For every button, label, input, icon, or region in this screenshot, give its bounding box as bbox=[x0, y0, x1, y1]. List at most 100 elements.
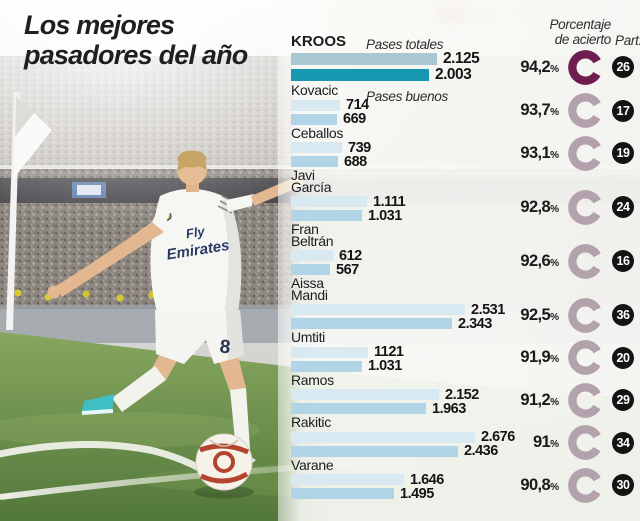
player-row: Fran Beltrán 612 567 92,6% 16 bbox=[291, 221, 640, 279]
bar-pases-totales bbox=[291, 474, 404, 485]
percent-sign: % bbox=[550, 396, 559, 408]
player-name: Rakitic bbox=[291, 414, 331, 430]
accuracy-percent: 92,5% bbox=[520, 305, 559, 324]
value-pases-buenos: 567 bbox=[336, 261, 359, 278]
matches-badge: 29 bbox=[612, 389, 634, 411]
player-name: Kovacic bbox=[291, 82, 338, 98]
player-name: Aissa Mandi bbox=[291, 275, 328, 303]
percent-sign: % bbox=[550, 203, 559, 215]
accuracy-percent: 90,8% bbox=[520, 475, 559, 494]
value-pases-totales: 2.152 bbox=[445, 386, 479, 403]
value-pases-totales: 1.111 bbox=[373, 193, 406, 210]
value-pases-totales: 2.531 bbox=[471, 301, 505, 318]
page-title: Los mejores pasadores del año bbox=[24, 10, 248, 70]
value-pases-totales: 2.676 bbox=[481, 429, 515, 445]
player-row: KROOS 2.125 2.003 94,2% 26 bbox=[291, 34, 640, 85]
bar-pases-buenos bbox=[291, 210, 362, 221]
accuracy-ring-icon bbox=[568, 135, 603, 171]
value-pases-buenos: 1.031 bbox=[368, 207, 402, 224]
player-row: Ramos 2.152 1.963 91,2% 29 bbox=[291, 371, 640, 418]
football bbox=[195, 433, 253, 491]
matches-badge: 36 bbox=[612, 304, 634, 326]
value-pases-buenos: 669 bbox=[343, 111, 366, 127]
bar-pases-totales bbox=[291, 196, 367, 207]
corner-flag bbox=[6, 92, 52, 330]
percent-sign: % bbox=[550, 354, 559, 365]
accuracy-ring-icon bbox=[568, 467, 603, 503]
player-row: Ceballos 739 688 93,1% 19 bbox=[291, 124, 640, 171]
player-name: Ramos bbox=[291, 371, 334, 388]
accuracy-percent: 91,2% bbox=[520, 390, 559, 409]
player-name: Umtiti bbox=[291, 329, 325, 345]
player-row: Umtiti 1121 1.031 91,9% 20 bbox=[291, 329, 640, 375]
teal-boot bbox=[81, 394, 114, 414]
value-pases-buenos: 2.436 bbox=[464, 443, 498, 459]
accuracy-percent: 93,1% bbox=[520, 143, 559, 162]
accuracy-percent: 91,9% bbox=[520, 348, 559, 366]
matches-badge: 34 bbox=[612, 431, 634, 454]
player-row: Javi García 1.111 1.031 92,8% 24 bbox=[291, 168, 640, 225]
bar-pases-buenos bbox=[291, 403, 426, 414]
bar-pases-buenos bbox=[291, 360, 362, 372]
value-pases-totales: 612 bbox=[339, 247, 362, 264]
bar-pases-totales bbox=[291, 142, 342, 153]
accuracy-percent: 93,7% bbox=[520, 101, 559, 119]
bar-pases-buenos bbox=[291, 488, 394, 499]
matches-badge: 16 bbox=[612, 250, 634, 272]
matches-badge: 17 bbox=[612, 99, 634, 122]
bar-pases-totales bbox=[291, 53, 437, 65]
percent-sign: % bbox=[550, 439, 559, 450]
bar-pases-buenos bbox=[291, 318, 452, 329]
player-name: Ceballos bbox=[291, 124, 344, 141]
value-pases-buenos: 1.963 bbox=[432, 400, 466, 417]
player-name: Fran Beltrán bbox=[291, 221, 334, 249]
bar-pases-buenos bbox=[291, 156, 338, 167]
percent-sign: % bbox=[550, 257, 559, 269]
matches-badge: 30 bbox=[612, 474, 634, 496]
accuracy-ring-icon bbox=[568, 189, 603, 225]
bar-pases-totales bbox=[291, 99, 340, 111]
value-pases-totales: 739 bbox=[348, 139, 371, 156]
header-porcentaje-acierto: Porcentaje de acierto bbox=[549, 17, 611, 47]
title-line2: pasadores del año bbox=[24, 40, 248, 70]
value-pases-buenos: 1.495 bbox=[400, 485, 434, 502]
header-partidos: Part. bbox=[615, 33, 640, 48]
bar-pases-buenos bbox=[291, 445, 458, 457]
accuracy-percent: 94,2% bbox=[520, 57, 559, 76]
player-row: Rakitic 2.676 2.436 91% 34 bbox=[291, 414, 640, 460]
accuracy-percent: 92,8% bbox=[520, 197, 559, 216]
player-name: Varane bbox=[291, 456, 334, 473]
matches-badge: 20 bbox=[612, 346, 634, 369]
player-row: Varane 1.646 1.495 90,8% 30 bbox=[291, 456, 640, 503]
shorts-number: 8 bbox=[219, 337, 232, 359]
bar-pases-totales bbox=[291, 250, 333, 261]
value-pases-totales: 2.125 bbox=[443, 50, 480, 67]
value-pases-buenos: 2.003 bbox=[435, 66, 472, 83]
value-pases-totales: 1.646 bbox=[410, 471, 444, 488]
matches-badge: 26 bbox=[612, 56, 634, 78]
player-row: Kovacic 714 669 93,7% 17 bbox=[291, 82, 640, 128]
player-row: Aissa Mandi 2.531 2.343 92,5% 36 bbox=[291, 275, 640, 333]
value-pases-totales: 714 bbox=[346, 97, 369, 113]
percent-sign: % bbox=[550, 311, 559, 323]
bar-pases-buenos bbox=[291, 69, 429, 81]
value-pases-buenos: 2.343 bbox=[458, 315, 492, 332]
accuracy-percent: 92,6% bbox=[520, 251, 559, 270]
accuracy-ring-icon bbox=[568, 340, 603, 375]
accuracy-ring-icon bbox=[568, 297, 603, 333]
title-line1: Los mejores bbox=[24, 10, 175, 40]
chart-panel: Porcentaje de acierto Part. Pases totale… bbox=[278, 0, 640, 521]
bar-pases-totales bbox=[291, 304, 465, 315]
accuracy-percent: 91% bbox=[532, 433, 559, 451]
player-rows: KROOS 2.125 2.003 94,2% 26 Kovacic 714 bbox=[291, 34, 640, 503]
accuracy-ring-icon bbox=[568, 243, 603, 279]
percent-sign: % bbox=[550, 149, 559, 161]
bar-pases-totales bbox=[291, 431, 475, 443]
bar-pases-totales bbox=[291, 346, 368, 358]
accuracy-ring-icon bbox=[568, 425, 603, 460]
value-pases-buenos: 688 bbox=[344, 153, 367, 170]
matches-badge: 24 bbox=[612, 196, 634, 218]
accuracy-ring-icon bbox=[568, 49, 603, 85]
accuracy-ring-icon bbox=[568, 93, 603, 128]
